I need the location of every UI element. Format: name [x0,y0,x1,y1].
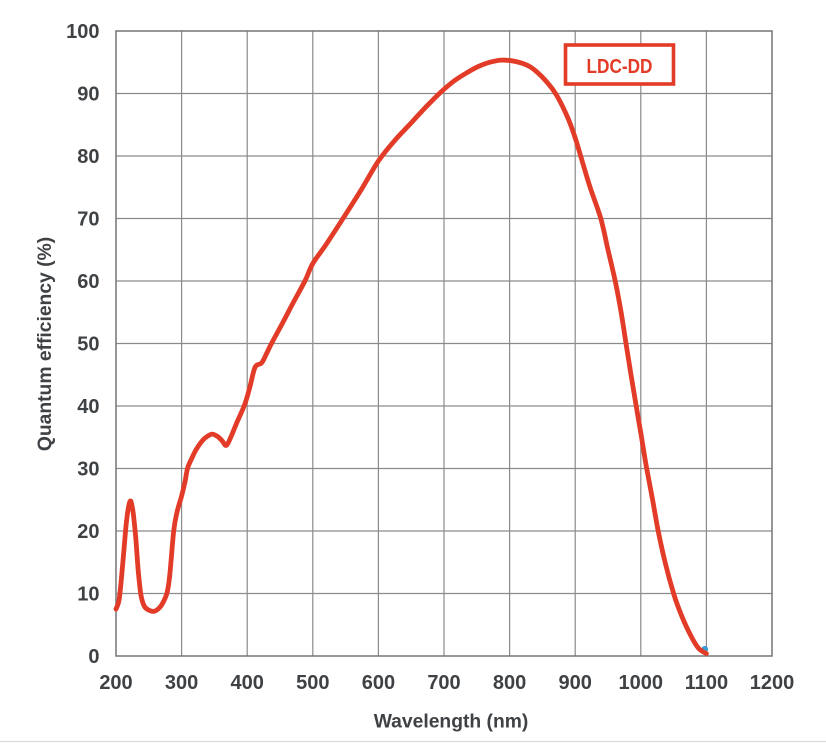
svg-text:500: 500 [296,672,329,694]
svg-text:50: 50 [77,334,99,356]
svg-text:Quantum efficiency (%): Quantum efficiency (%) [35,237,56,451]
svg-text:300: 300 [165,672,198,694]
svg-text:600: 600 [362,672,395,694]
svg-text:700: 700 [427,672,460,694]
svg-text:90: 90 [77,84,99,106]
svg-text:100: 100 [66,21,99,43]
svg-text:900: 900 [559,672,592,694]
svg-text:Wavelength (nm): Wavelength (nm) [374,712,529,733]
svg-text:200: 200 [99,672,132,694]
svg-text:400: 400 [231,672,264,694]
svg-text:30: 30 [77,459,99,481]
svg-text:800: 800 [493,672,526,694]
svg-text:LDC-DD: LDC-DD [587,55,653,78]
svg-text:1200: 1200 [750,672,795,694]
svg-text:70: 70 [77,209,99,231]
svg-text:0: 0 [88,646,99,668]
svg-text:40: 40 [77,396,99,418]
svg-text:1100: 1100 [685,672,728,694]
svg-text:1000: 1000 [619,672,664,694]
svg-text:80: 80 [77,146,99,168]
svg-text:10: 10 [77,584,99,606]
svg-text:20: 20 [77,521,99,543]
svg-text:60: 60 [77,271,99,293]
